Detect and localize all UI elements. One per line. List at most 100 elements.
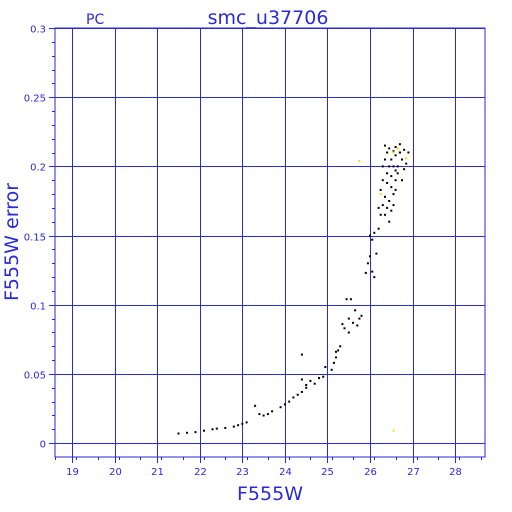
data-point	[339, 345, 342, 348]
data-point	[392, 150, 395, 153]
data-point	[245, 421, 248, 424]
data-point	[384, 195, 386, 198]
data-point	[375, 252, 378, 255]
x-axis-label: F555W	[237, 483, 303, 505]
data-point	[392, 204, 395, 207]
data-point	[271, 410, 274, 413]
y-tick-label: 0.2	[30, 163, 46, 174]
data-point	[371, 270, 374, 273]
x-tick-label: 28	[449, 467, 462, 478]
data-point	[386, 206, 389, 209]
data-point	[241, 422, 244, 425]
grid-lines	[49, 28, 485, 463]
data-point	[369, 255, 371, 258]
data-points	[177, 143, 410, 435]
data-point	[237, 424, 240, 427]
data-point	[394, 169, 397, 172]
data-point	[401, 179, 403, 182]
data-point	[343, 327, 346, 330]
data-point	[354, 309, 357, 312]
data-point	[384, 158, 386, 161]
data-point	[288, 400, 291, 403]
data-point	[349, 298, 352, 301]
data-point	[377, 206, 380, 209]
data-point	[347, 317, 350, 320]
data-point	[186, 431, 188, 434]
x-tick-labels: 19 20 21 22 23 24 25 26 27 28	[66, 467, 462, 478]
data-point	[407, 151, 410, 154]
data-point	[392, 151, 395, 154]
data-point	[377, 227, 380, 230]
data-point	[300, 378, 303, 381]
data-point	[396, 165, 399, 168]
data-point	[224, 426, 227, 429]
data-point	[358, 317, 361, 320]
data-point	[332, 361, 335, 364]
data-point	[392, 193, 395, 196]
x-tick-label: 19	[66, 467, 79, 478]
data-point	[388, 200, 391, 202]
y-tick-label: 0.3	[30, 25, 46, 36]
data-point	[390, 175, 393, 178]
data-point	[386, 151, 389, 154]
data-point	[300, 353, 303, 356]
y-tick-label: 0.05	[24, 371, 46, 382]
data-point	[335, 356, 337, 359]
data-point	[384, 213, 386, 216]
data-point	[232, 425, 235, 428]
x-tick-label: 23	[236, 467, 249, 478]
data-point	[394, 188, 397, 191]
data-point	[371, 238, 374, 241]
y-tick-label: 0.1	[30, 302, 46, 313]
data-point	[215, 427, 218, 430]
data-point	[396, 172, 399, 175]
data-point	[305, 384, 308, 386]
data-point	[388, 165, 391, 168]
data-point	[254, 404, 257, 407]
data-point	[345, 298, 348, 301]
data-point	[388, 220, 391, 223]
data-point	[396, 147, 399, 150]
data-point	[403, 148, 406, 151]
data-point	[398, 143, 401, 146]
data-point	[292, 396, 295, 399]
x-tick-label: 21	[151, 467, 164, 478]
data-point	[305, 386, 308, 389]
data-point	[194, 431, 197, 434]
data-point	[373, 231, 376, 234]
data-point	[394, 146, 397, 148]
data-point	[379, 213, 382, 216]
data-point	[398, 151, 401, 154]
data-point	[258, 413, 261, 416]
chart-tag: PC	[86, 12, 104, 28]
y-tick-label: 0.15	[24, 233, 46, 244]
data-point	[401, 158, 403, 161]
data-point	[373, 276, 376, 279]
data-point	[386, 172, 389, 175]
data-point	[296, 393, 299, 396]
data-point	[386, 182, 389, 184]
data-point	[364, 271, 367, 274]
data-point	[358, 159, 361, 162]
data-point	[381, 204, 384, 207]
data-point	[330, 368, 333, 371]
data-point	[381, 165, 384, 168]
x-tick-label: 22	[194, 467, 207, 478]
data-point	[379, 188, 382, 191]
data-point	[211, 428, 214, 431]
data-point	[309, 379, 312, 382]
data-point	[318, 377, 320, 380]
data-point	[352, 321, 354, 324]
data-point	[203, 429, 205, 432]
data-point	[388, 147, 391, 150]
data-point	[313, 382, 316, 385]
data-point	[177, 432, 180, 435]
data-point	[392, 429, 395, 432]
data-point	[405, 162, 408, 165]
data-point	[347, 331, 350, 334]
data-point	[322, 375, 325, 378]
data-point	[384, 144, 386, 147]
data-point	[266, 413, 269, 416]
data-point	[283, 403, 286, 406]
